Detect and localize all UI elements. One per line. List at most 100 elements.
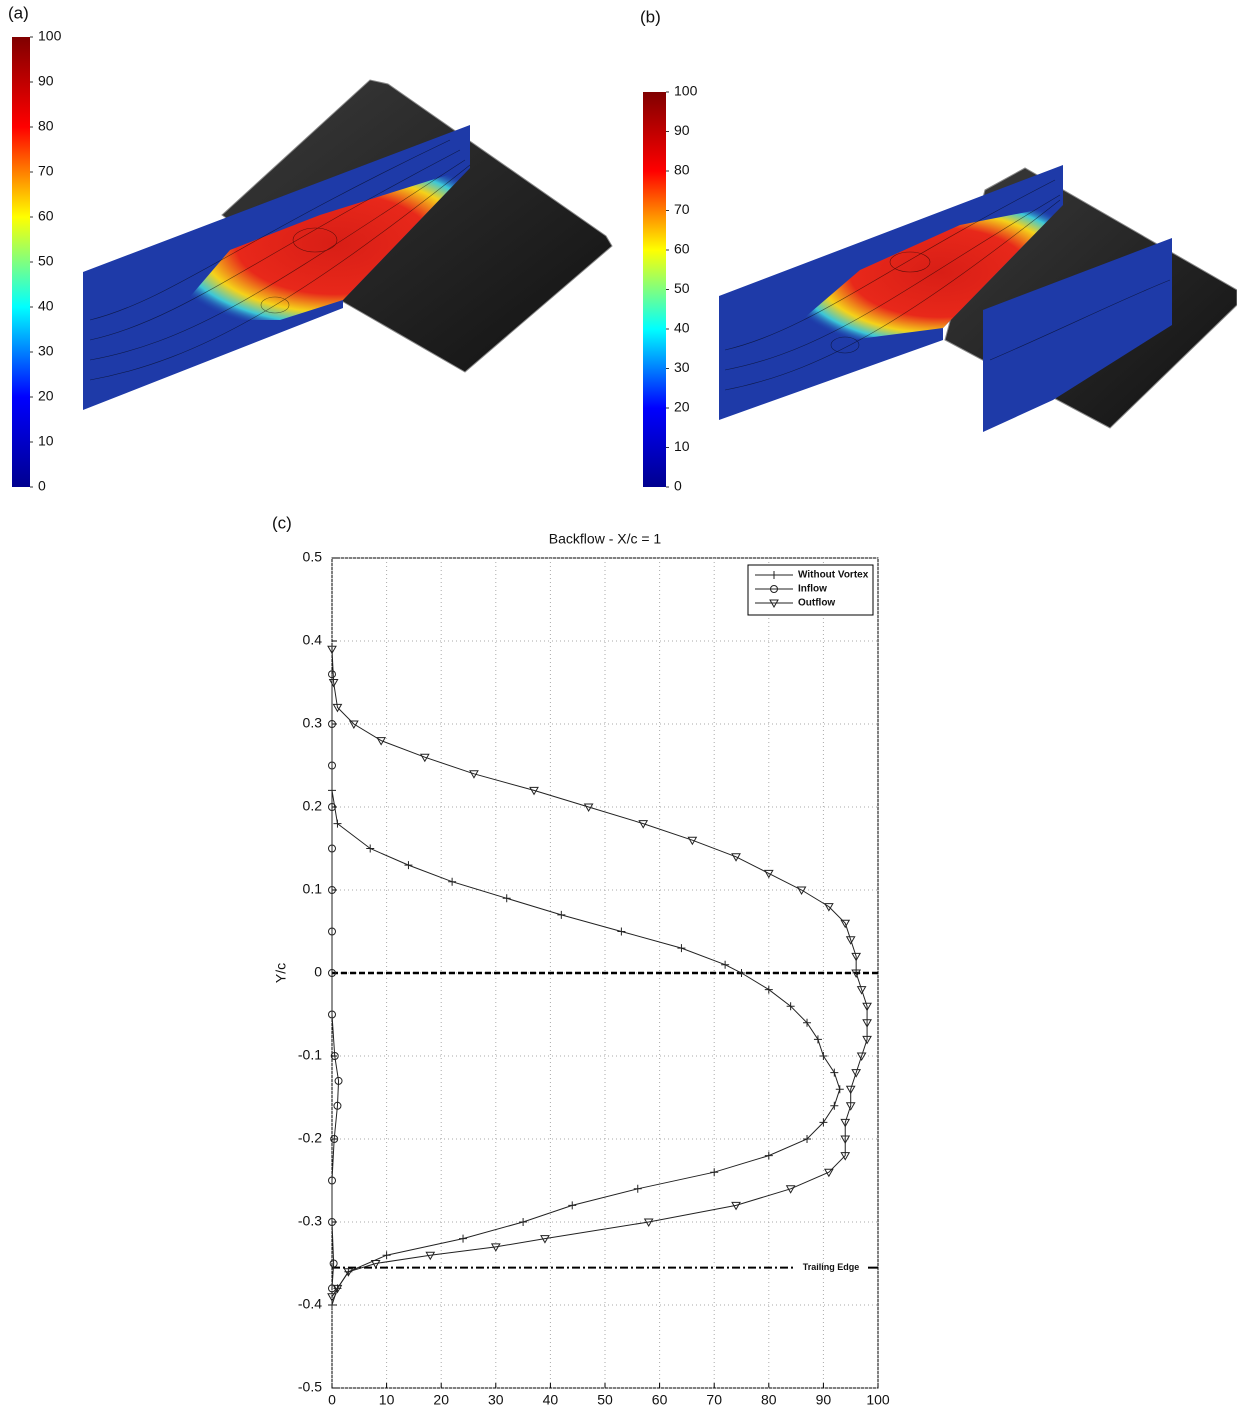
y-tick-label: 0.2 <box>303 798 323 814</box>
colorbar-label: 90 <box>674 122 690 138</box>
marker <box>803 1135 812 1143</box>
marker <box>502 894 511 903</box>
y-tick-label: 0.3 <box>303 715 323 731</box>
marker <box>328 927 336 936</box>
marker <box>819 1118 828 1127</box>
marker <box>330 1135 339 1143</box>
colorbar-label: 60 <box>38 208 54 224</box>
x-tick-label: 80 <box>761 1392 777 1408</box>
colorbar-label: 30 <box>38 343 54 359</box>
marker <box>529 786 539 796</box>
marker <box>851 952 862 962</box>
panel-label: (a) <box>8 3 29 22</box>
marker <box>764 1151 773 1160</box>
marker <box>845 936 856 945</box>
render-b <box>719 165 1237 432</box>
marker <box>638 820 649 829</box>
y-tick-label: -0.1 <box>298 1047 322 1063</box>
marker <box>376 737 387 746</box>
marker <box>851 969 862 979</box>
marker <box>557 910 566 919</box>
marker <box>343 1268 354 1277</box>
colorbar-label: 80 <box>674 162 690 178</box>
marker <box>764 985 773 994</box>
marker <box>851 1069 862 1078</box>
marker <box>382 1251 391 1260</box>
marker <box>823 903 834 912</box>
marker <box>856 1052 867 1062</box>
marker <box>785 1185 796 1194</box>
marker <box>328 761 336 770</box>
marker <box>643 1218 654 1228</box>
colorbar-label: 40 <box>674 320 690 336</box>
marker <box>540 1235 550 1244</box>
y-tick-label: 0.5 <box>303 549 323 565</box>
marker <box>328 720 336 728</box>
legend-label: Outflow <box>798 598 835 609</box>
y-tick-label: 0.4 <box>303 632 323 648</box>
colorbar-label: 0 <box>38 478 46 494</box>
colorbar-label: 20 <box>38 388 54 404</box>
marker <box>710 1168 719 1177</box>
marker <box>835 1085 844 1094</box>
marker <box>330 1052 339 1060</box>
marker <box>813 1035 822 1044</box>
colorbar-label: 20 <box>674 399 690 415</box>
marker <box>328 1301 336 1309</box>
marker <box>328 1218 336 1226</box>
marker <box>334 1076 343 1085</box>
colorbar <box>12 37 30 487</box>
x-tick-label: 90 <box>816 1392 832 1408</box>
marker <box>830 1101 839 1110</box>
marker <box>519 1218 528 1226</box>
y-tick-label: -0.5 <box>298 1379 322 1395</box>
chart-title: Backflow - X/c = 1 <box>549 531 662 547</box>
series-line <box>331 674 340 1289</box>
marker <box>770 571 778 579</box>
x-tick-label: 40 <box>543 1392 559 1408</box>
colorbar <box>643 92 666 487</box>
series-line <box>331 649 868 1297</box>
marker <box>633 1184 642 1193</box>
x-tick-label: 50 <box>597 1392 613 1408</box>
colorbar-label: 10 <box>674 438 690 454</box>
marker <box>328 670 336 679</box>
panel-label: (c) <box>272 513 292 532</box>
marker <box>583 803 594 813</box>
marker <box>328 679 339 688</box>
marker <box>328 969 336 977</box>
y-tick-label: -0.2 <box>298 1130 322 1146</box>
wing <box>221 79 613 373</box>
backflow-region <box>790 205 1063 340</box>
y-tick-label: 0.1 <box>303 881 323 897</box>
streamlines <box>89 139 471 381</box>
x-tick-label: 10 <box>379 1392 395 1408</box>
marker <box>845 1085 856 1095</box>
marker <box>862 1035 872 1045</box>
x-tick-label: 100 <box>866 1392 890 1408</box>
x-tick-label: 60 <box>652 1392 668 1408</box>
marker <box>731 1201 741 1211</box>
colorbar-label: 30 <box>674 359 690 375</box>
marker <box>840 1135 851 1145</box>
marker <box>370 1260 381 1269</box>
colorbar-label: 50 <box>38 253 54 269</box>
y-tick-label: 0 <box>314 964 322 980</box>
marker <box>448 877 457 886</box>
marker <box>721 960 730 969</box>
marker <box>332 703 343 713</box>
legend-label: Without Vortex <box>798 570 869 581</box>
marker <box>327 1293 337 1302</box>
marker <box>328 886 336 894</box>
marker <box>419 753 430 763</box>
marker <box>327 645 337 655</box>
marker <box>763 869 774 879</box>
y-tick-label: -0.3 <box>298 1213 322 1229</box>
marker <box>459 1234 468 1243</box>
x-tick-label: 0 <box>328 1392 336 1408</box>
marker <box>490 1243 501 1252</box>
marker <box>856 986 867 995</box>
marker <box>425 1251 436 1261</box>
x-tick-label: 70 <box>706 1392 722 1408</box>
